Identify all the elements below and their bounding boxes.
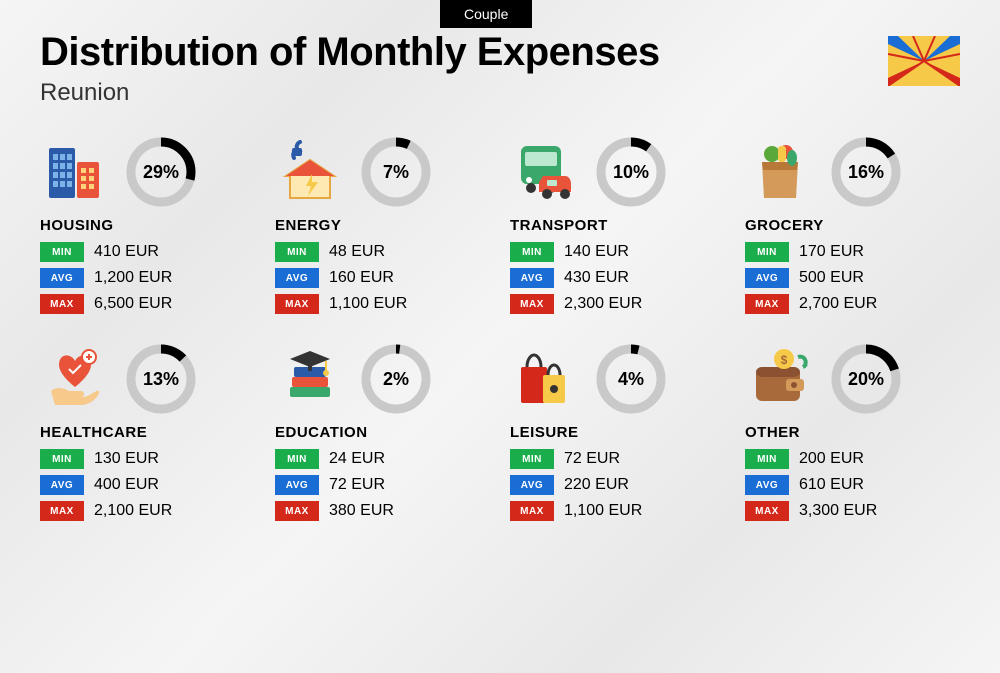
percent-value: 10% <box>596 137 666 207</box>
category-card-energy: 7% ENERGY MIN 48 EUR AVG 160 EUR MAX 1,1… <box>275 137 490 320</box>
min-value: 170 EUR <box>799 243 864 261</box>
grocery-bag-icon <box>745 137 815 207</box>
max-value: 2,300 EUR <box>564 295 642 313</box>
max-value: 380 EUR <box>329 502 394 520</box>
category-name: OTHER <box>745 424 960 441</box>
percent-ring: 29% <box>126 137 196 207</box>
max-value: 2,100 EUR <box>94 502 172 520</box>
max-value: 1,100 EUR <box>329 295 407 313</box>
percent-ring: 10% <box>596 137 666 207</box>
category-name: HEALTHCARE <box>40 424 255 441</box>
books-cap-icon <box>275 344 345 414</box>
min-value: 140 EUR <box>564 243 629 261</box>
page-title: Distribution of Monthly Expenses <box>40 30 960 75</box>
max-value: 3,300 EUR <box>799 502 877 520</box>
category-card-housing: 29% HOUSING MIN 410 EUR AVG 1,200 EUR MA… <box>40 137 255 320</box>
max-label: MAX <box>275 294 319 314</box>
min-label: MIN <box>745 242 789 262</box>
avg-label: AVG <box>510 475 554 495</box>
category-card-leisure: 4% LEISURE MIN 72 EUR AVG 220 EUR MAX 1,… <box>510 344 725 527</box>
min-value: 200 EUR <box>799 450 864 468</box>
avg-value: 72 EUR <box>329 476 385 494</box>
bus-car-icon <box>510 137 580 207</box>
percent-ring: 2% <box>361 344 431 414</box>
category-name: LEISURE <box>510 424 725 441</box>
min-value: 48 EUR <box>329 243 385 261</box>
category-card-grocery: 16% GROCERY MIN 170 EUR AVG 500 EUR MAX … <box>745 137 960 320</box>
category-name: ENERGY <box>275 217 490 234</box>
reunion-flag-icon <box>888 36 960 86</box>
min-value: 72 EUR <box>564 450 620 468</box>
min-label: MIN <box>40 242 84 262</box>
category-card-other: $ 20% OTHER MIN 200 EUR AVG 610 EUR MAX … <box>745 344 960 527</box>
avg-label: AVG <box>510 268 554 288</box>
avg-value: 610 EUR <box>799 476 864 494</box>
region-subtitle: Reunion <box>40 79 960 107</box>
avg-label: AVG <box>745 268 789 288</box>
percent-ring: 16% <box>831 137 901 207</box>
min-value: 24 EUR <box>329 450 385 468</box>
category-grid: 29% HOUSING MIN 410 EUR AVG 1,200 EUR MA… <box>0 117 1000 547</box>
percent-value: 13% <box>126 344 196 414</box>
avg-label: AVG <box>275 268 319 288</box>
percent-value: 7% <box>361 137 431 207</box>
category-name: EDUCATION <box>275 424 490 441</box>
avg-value: 160 EUR <box>329 269 394 287</box>
buildings-icon <box>40 137 110 207</box>
svg-text:$: $ <box>781 353 788 367</box>
energy-house-icon <box>275 137 345 207</box>
min-value: 130 EUR <box>94 450 159 468</box>
header: Distribution of Monthly Expenses Reunion <box>0 0 1000 117</box>
percent-value: 2% <box>361 344 431 414</box>
percent-ring: 13% <box>126 344 196 414</box>
category-card-healthcare: 13% HEALTHCARE MIN 130 EUR AVG 400 EUR M… <box>40 344 255 527</box>
percent-value: 4% <box>596 344 666 414</box>
max-value: 6,500 EUR <box>94 295 172 313</box>
category-card-transport: 10% TRANSPORT MIN 140 EUR AVG 430 EUR MA… <box>510 137 725 320</box>
min-label: MIN <box>745 449 789 469</box>
min-label: MIN <box>510 449 554 469</box>
avg-value: 400 EUR <box>94 476 159 494</box>
max-label: MAX <box>745 501 789 521</box>
percent-value: 16% <box>831 137 901 207</box>
avg-label: AVG <box>745 475 789 495</box>
max-label: MAX <box>40 294 84 314</box>
avg-value: 220 EUR <box>564 476 629 494</box>
wallet-icon: $ <box>745 344 815 414</box>
max-label: MAX <box>510 294 554 314</box>
avg-label: AVG <box>275 475 319 495</box>
min-label: MIN <box>275 449 319 469</box>
percent-ring: 7% <box>361 137 431 207</box>
min-label: MIN <box>40 449 84 469</box>
percent-value: 29% <box>126 137 196 207</box>
percent-ring: 20% <box>831 344 901 414</box>
heart-hand-icon <box>40 344 110 414</box>
max-value: 1,100 EUR <box>564 502 642 520</box>
avg-value: 1,200 EUR <box>94 269 172 287</box>
avg-value: 430 EUR <box>564 269 629 287</box>
percent-ring: 4% <box>596 344 666 414</box>
category-name: HOUSING <box>40 217 255 234</box>
max-label: MAX <box>275 501 319 521</box>
category-name: GROCERY <box>745 217 960 234</box>
percent-value: 20% <box>831 344 901 414</box>
min-value: 410 EUR <box>94 243 159 261</box>
max-value: 2,700 EUR <box>799 295 877 313</box>
max-label: MAX <box>745 294 789 314</box>
avg-label: AVG <box>40 475 84 495</box>
category-name: TRANSPORT <box>510 217 725 234</box>
min-label: MIN <box>275 242 319 262</box>
category-card-education: 2% EDUCATION MIN 24 EUR AVG 72 EUR MAX 3… <box>275 344 490 527</box>
shopping-bags-icon <box>510 344 580 414</box>
avg-label: AVG <box>40 268 84 288</box>
min-label: MIN <box>510 242 554 262</box>
max-label: MAX <box>510 501 554 521</box>
avg-value: 500 EUR <box>799 269 864 287</box>
max-label: MAX <box>40 501 84 521</box>
